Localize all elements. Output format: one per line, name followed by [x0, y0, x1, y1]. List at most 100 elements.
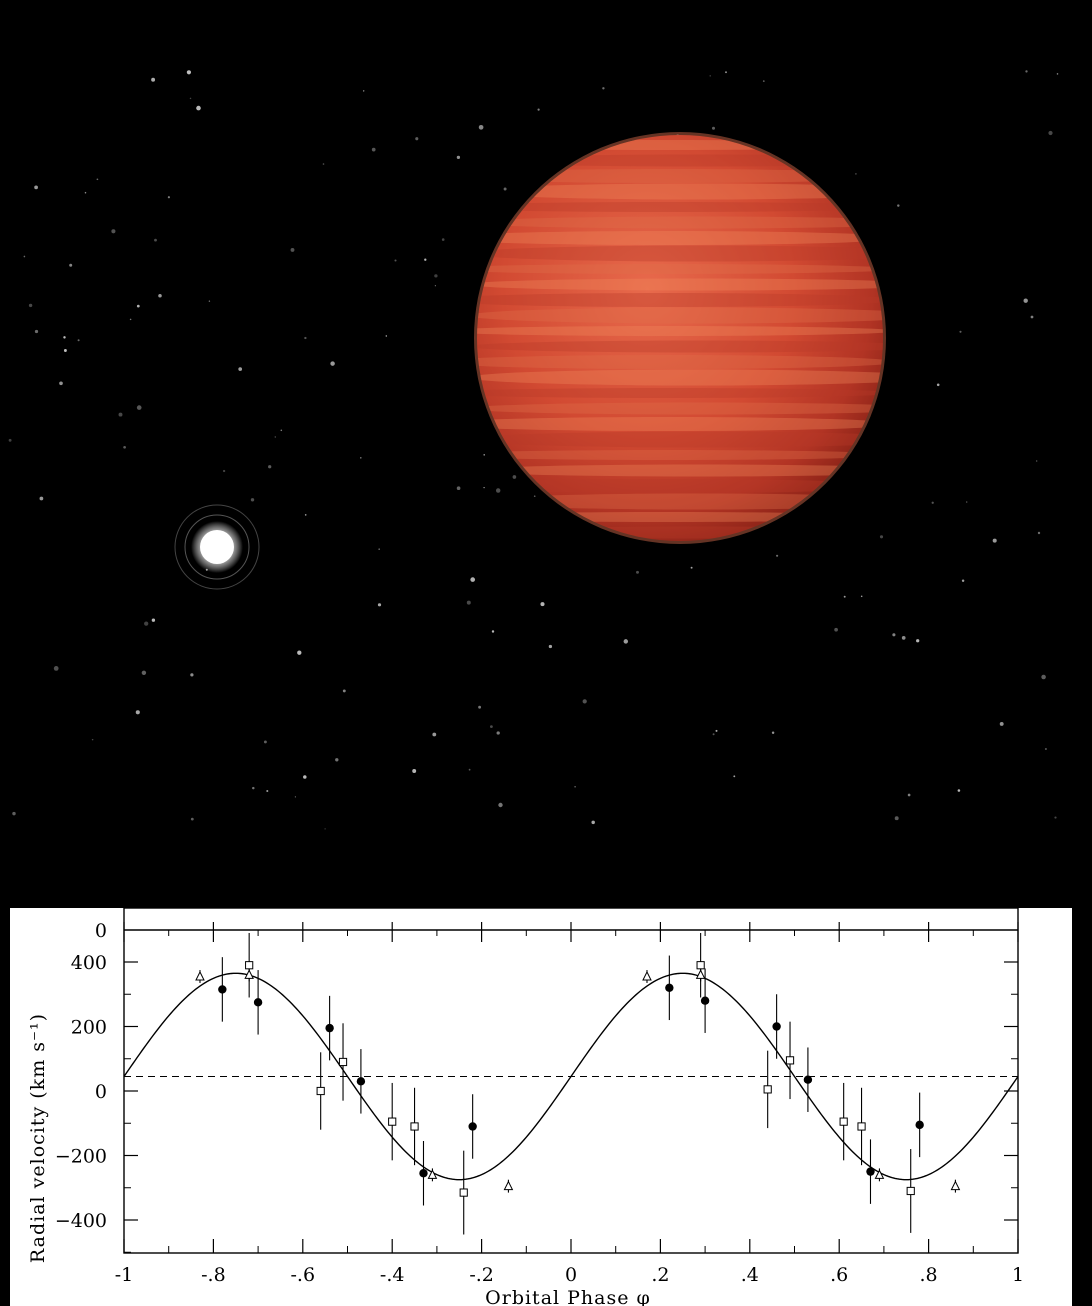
star-icon — [174, 504, 260, 590]
background-star — [167, 196, 170, 199]
data-point-square — [316, 1086, 325, 1096]
background-star — [129, 318, 132, 321]
background-star — [111, 229, 116, 234]
background-star — [53, 666, 59, 671]
planet-band — [477, 388, 883, 398]
data-point-triangle — [642, 970, 652, 981]
planet-band — [477, 355, 883, 369]
background-star — [8, 438, 12, 442]
background-star — [491, 630, 495, 633]
background-star — [931, 501, 934, 504]
background-star — [371, 147, 376, 152]
data-point-circle — [915, 1120, 924, 1130]
planet-band — [477, 326, 883, 336]
background-star — [136, 304, 140, 308]
background-star — [362, 90, 365, 92]
background-star — [1036, 460, 1038, 462]
data-point-square — [839, 1117, 848, 1126]
data-point-circle — [253, 998, 263, 1007]
data-point-square — [388, 1117, 397, 1126]
background-star — [483, 486, 485, 489]
planet-band — [477, 450, 883, 460]
y-tick-label: 200 — [71, 1017, 107, 1039]
background-star — [843, 595, 846, 598]
background-star — [776, 554, 779, 557]
background-star — [250, 498, 255, 502]
y-tick-labels: −400 −200 0 200 400 — [55, 952, 107, 1232]
planet-band — [477, 293, 883, 307]
y-tick-label: −200 — [55, 1146, 107, 1168]
background-star — [186, 70, 192, 75]
data-point-square — [338, 1057, 348, 1067]
background-star — [424, 258, 427, 261]
x-tick-label: -1 — [115, 1264, 134, 1286]
data-point-circle — [700, 996, 710, 1005]
data-point-circle — [325, 1023, 334, 1033]
background-star — [936, 383, 940, 387]
x-tick-labels: -1 -.8 -.6 -.4 -.2 0 .2 .4 .6 .8 1 — [115, 1264, 1024, 1286]
planet-band — [477, 417, 883, 431]
background-star — [762, 80, 765, 82]
planet-band — [477, 216, 883, 229]
background-star — [916, 639, 920, 643]
background-star — [574, 786, 576, 788]
background-star — [151, 618, 156, 622]
background-star — [297, 650, 302, 655]
background-star — [690, 566, 693, 569]
background-star — [141, 670, 147, 676]
background-star — [412, 769, 417, 773]
x-tick-label: -.2 — [469, 1264, 494, 1286]
background-star — [957, 789, 961, 792]
chart-frame — [123, 908, 1019, 1254]
background-star — [623, 639, 629, 644]
background-star — [495, 488, 501, 493]
data-point-triangle — [244, 969, 254, 979]
background-star — [855, 173, 857, 175]
planet-band — [477, 369, 883, 386]
background-star — [118, 412, 123, 417]
background-star — [540, 602, 545, 607]
background-star — [503, 187, 507, 191]
plot-border — [123, 908, 1019, 1254]
background-star — [733, 775, 736, 778]
background-star — [961, 579, 965, 582]
background-star — [860, 595, 863, 598]
data-point-circle — [419, 1169, 428, 1178]
background-star — [1023, 298, 1028, 303]
y-tick-label: −400 — [55, 1210, 107, 1232]
background-star — [834, 627, 838, 632]
data-point-circle — [468, 1122, 477, 1131]
background-star — [602, 87, 605, 90]
background-star — [63, 349, 67, 352]
background-star — [23, 255, 26, 258]
background-star — [478, 705, 482, 709]
data-point-circle — [665, 983, 674, 992]
background-star — [771, 731, 775, 735]
background-star — [330, 361, 335, 366]
background-star — [96, 178, 99, 181]
background-star — [252, 786, 255, 790]
background-star — [28, 303, 33, 308]
background-star — [324, 828, 326, 830]
background-star — [196, 105, 201, 111]
data-point-triangle — [874, 1169, 885, 1179]
axis-ticks — [123, 922, 1019, 1253]
background-star — [304, 336, 307, 340]
background-star — [263, 740, 267, 744]
background-star — [537, 108, 540, 111]
background-star — [965, 501, 968, 503]
background-star — [533, 495, 536, 498]
y-tick-label: 0 — [95, 1081, 107, 1103]
top-panel-tick-label: 0 — [95, 920, 107, 942]
background-star — [274, 436, 277, 438]
data-points — [195, 932, 961, 1235]
background-star — [907, 793, 911, 797]
background-star — [879, 535, 884, 539]
background-star — [222, 469, 226, 473]
background-star — [1037, 531, 1041, 535]
background-star — [712, 733, 715, 736]
background-star — [548, 644, 553, 649]
planet-icon — [474, 132, 886, 544]
background-star — [709, 75, 711, 77]
background-star — [190, 817, 194, 821]
